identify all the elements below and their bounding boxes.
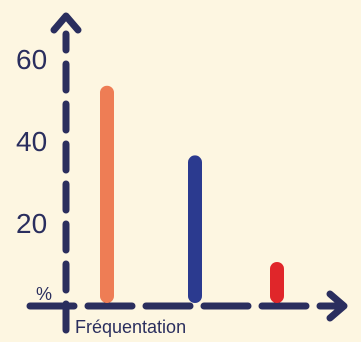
bar-2 xyxy=(188,155,202,303)
y-tick-label-60: 60 xyxy=(16,44,47,75)
y-unit-label: % xyxy=(36,284,52,304)
x-axis-arrow xyxy=(326,290,348,322)
bars-group xyxy=(100,85,284,303)
y-axis-arrow xyxy=(50,12,82,34)
bar-1 xyxy=(100,85,114,303)
bar-3 xyxy=(270,262,284,303)
y-tick-label-20: 20 xyxy=(16,208,47,239)
x-axis-title: Fréquentation xyxy=(75,317,186,337)
y-tick-label-40: 40 xyxy=(16,126,47,157)
